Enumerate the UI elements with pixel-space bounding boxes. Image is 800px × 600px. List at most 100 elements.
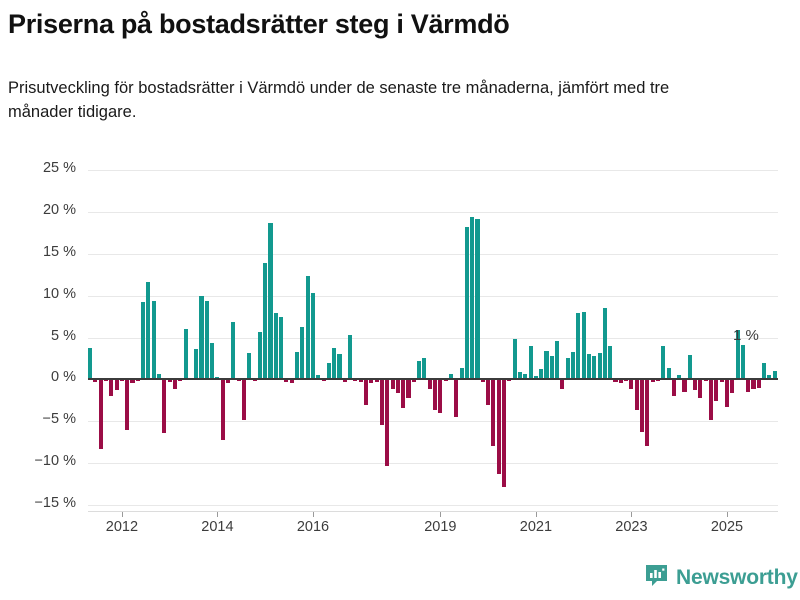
chart-bar[interactable]: [746, 379, 751, 392]
chart-bar[interactable]: [751, 379, 756, 389]
chart-bar[interactable]: [348, 334, 353, 380]
chart-bar[interactable]: [125, 379, 130, 430]
chart-bar[interactable]: [401, 379, 406, 408]
chart-bar[interactable]: [427, 379, 432, 390]
chart-bar[interactable]: [273, 313, 278, 380]
chart-bar[interactable]: [502, 379, 507, 488]
chart-bar[interactable]: [544, 350, 549, 380]
chart-bar[interactable]: [300, 326, 305, 380]
chart-bar[interactable]: [714, 379, 719, 402]
chart-bar[interactable]: [215, 376, 220, 380]
chart-bar[interactable]: [719, 379, 724, 382]
chart-bar[interactable]: [496, 379, 501, 474]
chart-bar[interactable]: [523, 373, 528, 380]
chart-bar[interactable]: [634, 379, 639, 410]
chart-bar[interactable]: [740, 345, 745, 380]
chart-bar[interactable]: [650, 379, 655, 382]
chart-bar[interactable]: [141, 302, 146, 380]
chart-bar[interactable]: [332, 347, 337, 380]
chart-bar[interactable]: [257, 332, 262, 380]
chart-bar[interactable]: [279, 317, 284, 380]
chart-bar[interactable]: [98, 379, 103, 449]
chart-bar[interactable]: [470, 216, 475, 380]
chart-bar[interactable]: [565, 357, 570, 380]
chart-bar[interactable]: [151, 300, 156, 380]
chart-bar[interactable]: [459, 367, 464, 380]
chart-bar[interactable]: [517, 371, 523, 380]
chart-bar[interactable]: [241, 379, 247, 421]
chart-bar[interactable]: [130, 379, 135, 383]
chart-bar[interactable]: [220, 379, 225, 440]
chart-bar[interactable]: [157, 374, 162, 380]
chart-bar[interactable]: [395, 379, 400, 393]
chart-bar[interactable]: [263, 262, 268, 380]
chart-bar[interactable]: [709, 379, 714, 421]
chart-bar[interactable]: [337, 354, 342, 380]
chart-bar[interactable]: [671, 379, 676, 397]
chart-bar[interactable]: [735, 329, 740, 380]
chart-bar[interactable]: [374, 379, 379, 382]
chart-bar[interactable]: [677, 375, 682, 380]
chart-bar[interactable]: [767, 375, 772, 380]
chart-bar[interactable]: [390, 379, 395, 389]
chart-bar[interactable]: [549, 355, 554, 380]
chart-bar[interactable]: [464, 226, 469, 380]
chart-bar[interactable]: [146, 282, 151, 380]
chart-bar[interactable]: [310, 293, 316, 380]
chart-bar[interactable]: [491, 379, 496, 447]
chart-bar[interactable]: [581, 312, 586, 380]
chart-bar[interactable]: [199, 296, 204, 380]
chart-bar[interactable]: [539, 369, 544, 380]
chart-bar[interactable]: [231, 322, 236, 380]
chart-bar[interactable]: [666, 367, 671, 380]
chart-bar[interactable]: [756, 379, 761, 388]
chart-bar[interactable]: [762, 363, 767, 380]
chart-bar[interactable]: [602, 308, 607, 380]
chart-bar[interactable]: [194, 349, 199, 380]
chart-bar[interactable]: [417, 360, 422, 380]
chart-bar[interactable]: [661, 345, 666, 380]
chart-bar[interactable]: [305, 275, 310, 380]
chart-bar[interactable]: [167, 379, 172, 382]
chart-bar[interactable]: [592, 355, 597, 380]
chart-bar[interactable]: [687, 355, 692, 380]
chart-bar[interactable]: [369, 379, 374, 383]
chart-bar[interactable]: [454, 379, 459, 418]
chart-bar[interactable]: [448, 374, 454, 380]
chart-bar[interactable]: [93, 379, 98, 382]
chart-bar[interactable]: [316, 375, 321, 380]
chart-bar[interactable]: [172, 379, 178, 390]
chart-bar[interactable]: [210, 342, 215, 380]
chart-bar[interactable]: [406, 379, 411, 398]
chart-bar[interactable]: [183, 329, 188, 380]
chart-bar[interactable]: [512, 339, 517, 380]
chart-bar[interactable]: [608, 345, 613, 380]
chart-bar[interactable]: [284, 379, 289, 382]
chart-bar[interactable]: [162, 379, 167, 433]
chart-bar[interactable]: [379, 379, 385, 425]
chart-bar[interactable]: [326, 362, 331, 380]
chart-bar[interactable]: [724, 379, 730, 407]
chart-bar[interactable]: [295, 351, 300, 380]
chart-bar[interactable]: [204, 300, 209, 380]
chart-bar[interactable]: [533, 376, 538, 380]
chart-bar[interactable]: [555, 340, 560, 380]
chart-bar[interactable]: [480, 379, 485, 382]
chart-bar[interactable]: [597, 353, 602, 380]
chart-bar[interactable]: [247, 353, 252, 380]
chart-bar[interactable]: [586, 354, 592, 380]
chart-bar[interactable]: [613, 379, 618, 382]
chart-bar[interactable]: [772, 371, 777, 380]
chart-bar[interactable]: [682, 379, 687, 392]
chart-bar[interactable]: [364, 379, 369, 406]
chart-bar[interactable]: [730, 379, 735, 393]
chart-bar[interactable]: [618, 379, 623, 383]
chart-bar[interactable]: [475, 218, 480, 380]
chart-bar[interactable]: [438, 379, 443, 413]
chart-bar[interactable]: [109, 379, 114, 397]
chart-bar[interactable]: [433, 379, 438, 410]
chart-bar[interactable]: [629, 379, 634, 390]
chart-bar[interactable]: [411, 379, 416, 382]
chart-bar[interactable]: [226, 379, 231, 383]
chart-bar[interactable]: [486, 379, 491, 405]
